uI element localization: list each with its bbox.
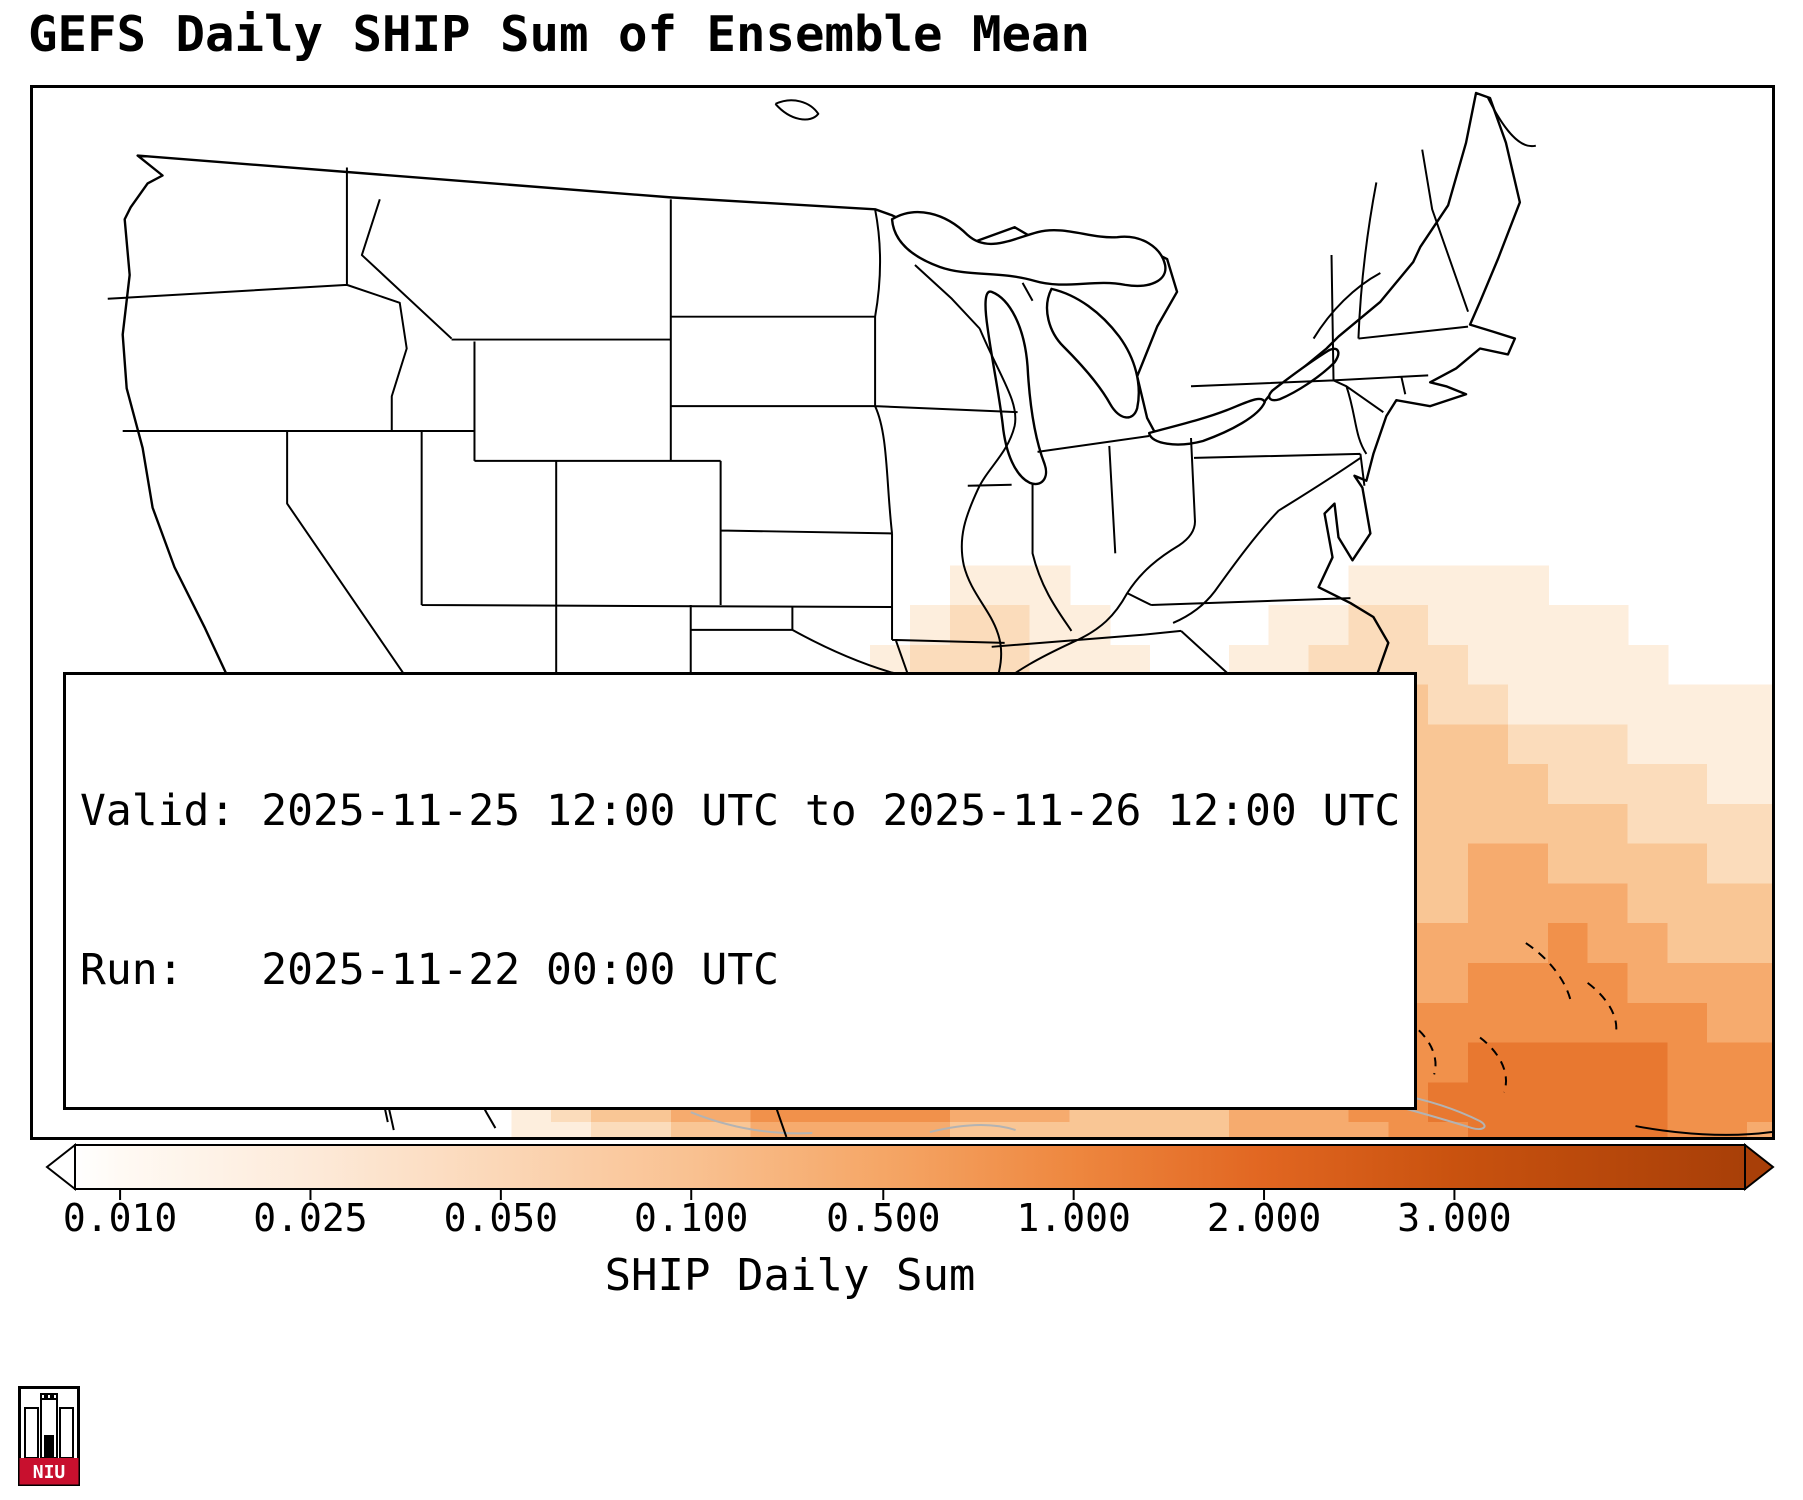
colorbar-tick-label: 0.050: [443, 1196, 559, 1240]
niu-logo-band: [19, 1458, 79, 1485]
lake-huron: [1045, 287, 1140, 419]
colorbar-tick-label: 3.000: [1397, 1196, 1512, 1240]
colorbar-under-arrow: [45, 1143, 76, 1192]
figure-title: GEFS Daily SHIP Sum of Ensemble Mean: [28, 6, 1091, 63]
lake-ontario: [1268, 347, 1340, 402]
run-time: Run: 2025-11-22 00:00 UTC: [80, 945, 779, 995]
niu-logo: NIU: [18, 1386, 80, 1486]
niu-logo-text: NIU: [33, 1462, 66, 1483]
colorbar-axis-label: SHIP Daily Sum: [604, 1250, 976, 1301]
colorbar-tick-label: 0.100: [634, 1196, 749, 1240]
gray-coastlines: [690, 1089, 1486, 1135]
valid-time: Valid: 2025-11-25 12:00 UTC to 2025-11-2…: [80, 786, 1401, 836]
colorbar-over-arrow: [1744, 1143, 1775, 1192]
colorbar-gradient-bar: [74, 1144, 1746, 1190]
colorbar-tick-label: 1.000: [1016, 1196, 1131, 1240]
colorbar-ticks: [119, 1189, 1456, 1200]
map-panel: Valid: 2025-11-25 12:00 UTC to 2025-11-2…: [30, 85, 1775, 1140]
lake-erie: [1147, 397, 1266, 446]
colorbar-tick-label: 0.500: [826, 1196, 941, 1240]
validity-info-box: Valid: 2025-11-25 12:00 UTC to 2025-11-2…: [63, 672, 1418, 1110]
lake-superior: [890, 211, 1167, 288]
colorbar-tick-labels: 0.010 0.025 0.050 0.100 0.500 1.000 2.000 3.000: [45, 1196, 1775, 1246]
colorbar-tick-label: 2.000: [1206, 1196, 1322, 1240]
colorbar-tick-label: 0.025: [253, 1196, 368, 1240]
castle-icon: [24, 1393, 74, 1459]
colorbar: [45, 1143, 1775, 1203]
lake-michigan: [984, 290, 1048, 486]
state-boundaries: [107, 97, 1537, 866]
colorbar-tick-label: 0.010: [62, 1196, 178, 1240]
